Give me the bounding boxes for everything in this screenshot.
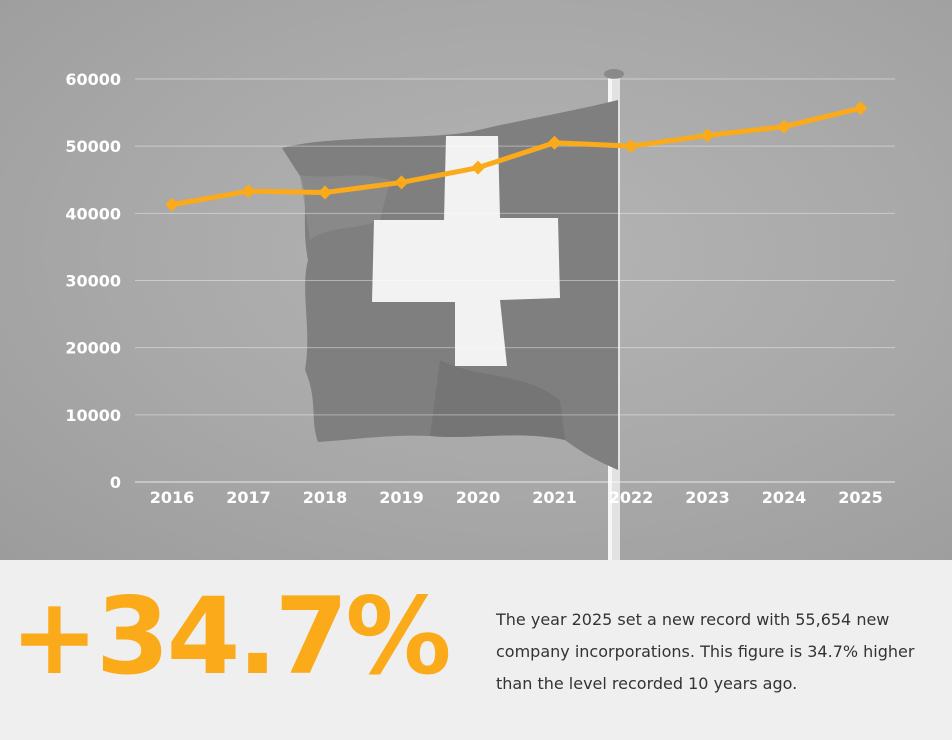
hero-section: 0 10000 20000 30000 40000 50000 60000 2016 2017…	[0, 0, 952, 560]
data-point-marker	[394, 175, 409, 190]
data-point-marker	[624, 139, 638, 154]
y-tick-label: 60000	[65, 70, 121, 89]
series-layer	[165, 101, 868, 212]
data-point-marker	[318, 185, 332, 200]
data-point-marker	[777, 119, 791, 134]
data-point-marker	[471, 160, 485, 175]
x-tick-label: 2021	[532, 488, 577, 507]
x-tick-label: 2025	[838, 488, 883, 507]
y-tick-label: 10000	[65, 406, 121, 425]
x-axis-ticks: 2016 2017 2018 2019 2020 2021 2022 2023 2024 2025	[150, 488, 883, 507]
x-tick-label: 2023	[685, 488, 730, 507]
x-tick-label: 2017	[226, 488, 271, 507]
x-tick-label: 2022	[609, 488, 654, 507]
data-point-marker	[165, 197, 179, 212]
series-line	[169, 105, 863, 208]
data-point-marker	[241, 184, 256, 199]
y-axis-ticks: 0 10000 20000 30000 40000 50000 60000	[65, 70, 121, 492]
y-tick-label: 20000	[65, 339, 121, 358]
line-chart: 0 10000 20000 30000 40000 50000 60000 2016 2017…	[65, 69, 895, 560]
x-tick-label: 2024	[762, 488, 807, 507]
y-tick-label: 30000	[65, 272, 121, 291]
data-point-marker	[547, 135, 562, 150]
y-tick-label: 0	[110, 473, 121, 492]
y-tick-label: 50000	[65, 137, 121, 156]
x-tick-label: 2019	[379, 488, 424, 507]
growth-stat: +34.7%	[10, 575, 452, 698]
x-tick-label: 2016	[150, 488, 195, 507]
stat-description: The year 2025 set a new record with 55,6…	[496, 610, 915, 693]
grid-lines	[135, 78, 895, 483]
x-tick-label: 2018	[303, 488, 348, 507]
flag-photo	[282, 69, 624, 560]
y-tick-label: 40000	[65, 204, 121, 223]
data-point-marker	[700, 128, 715, 143]
data-point-marker	[853, 101, 868, 116]
summary-panel: +34.7% The year 2025 set a new record wi…	[0, 560, 952, 740]
x-tick-label: 2020	[456, 488, 501, 507]
